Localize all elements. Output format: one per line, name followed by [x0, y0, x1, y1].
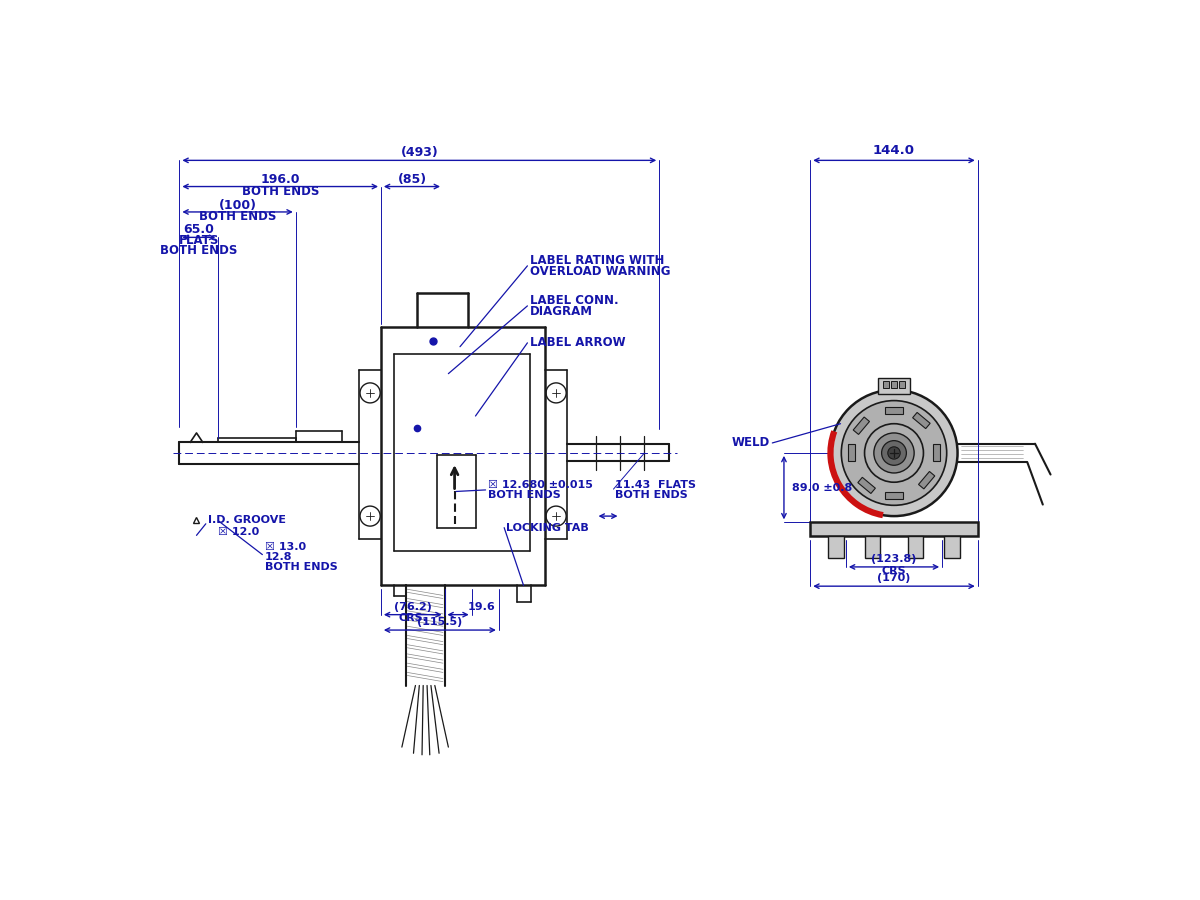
Text: WELD: WELD: [732, 436, 770, 449]
Text: DIAGRAM: DIAGRAM: [529, 305, 593, 318]
Polygon shape: [886, 491, 902, 499]
Text: ☒ 12.0: ☒ 12.0: [218, 526, 259, 536]
Text: LABEL CONN.: LABEL CONN.: [529, 294, 618, 307]
Circle shape: [830, 390, 958, 516]
Polygon shape: [858, 477, 875, 493]
Text: (493): (493): [401, 146, 438, 159]
Text: 11.43  FLATS: 11.43 FLATS: [616, 481, 696, 491]
Text: (170): (170): [877, 573, 911, 583]
Text: 196.0: 196.0: [260, 173, 300, 186]
Text: (115.5): (115.5): [418, 617, 462, 627]
Polygon shape: [918, 472, 935, 489]
Text: 12.8: 12.8: [265, 552, 293, 562]
Text: CRS: CRS: [882, 566, 906, 576]
Text: (85): (85): [397, 173, 426, 186]
Text: (100): (100): [218, 199, 257, 212]
Text: 89.0 ±0.8: 89.0 ±0.8: [792, 482, 852, 492]
Text: 144.0: 144.0: [874, 144, 916, 157]
Text: CRS.: CRS.: [398, 613, 427, 623]
Polygon shape: [913, 412, 930, 428]
Circle shape: [841, 400, 947, 505]
Text: 65.0: 65.0: [184, 223, 215, 236]
Circle shape: [874, 433, 914, 473]
Text: LABEL RATING WITH: LABEL RATING WITH: [529, 254, 664, 267]
Bar: [899, 381, 905, 388]
Text: FLATS: FLATS: [179, 234, 220, 247]
Text: (123.8): (123.8): [871, 554, 917, 564]
Bar: [908, 536, 924, 558]
Text: ☒ 13.0: ☒ 13.0: [265, 542, 306, 552]
Bar: [810, 522, 978, 536]
Text: BOTH ENDS: BOTH ENDS: [265, 562, 337, 572]
Text: BOTH ENDS: BOTH ENDS: [160, 244, 238, 257]
Circle shape: [882, 441, 906, 465]
Bar: [944, 536, 960, 558]
Text: 19.6: 19.6: [468, 602, 496, 612]
Bar: [877, 378, 911, 393]
Text: BOTH ENDS: BOTH ENDS: [241, 184, 319, 198]
Polygon shape: [886, 407, 902, 414]
Text: BOTH ENDS: BOTH ENDS: [616, 491, 688, 500]
Text: BOTH ENDS: BOTH ENDS: [199, 210, 276, 223]
Polygon shape: [848, 445, 854, 462]
Text: BOTH ENDS: BOTH ENDS: [488, 491, 560, 500]
Bar: [883, 381, 889, 388]
Bar: [828, 536, 844, 558]
Bar: [890, 381, 898, 388]
Text: LABEL ARROW: LABEL ARROW: [529, 337, 625, 349]
Text: I.D. GROOVE: I.D. GROOVE: [208, 515, 286, 525]
Text: LOCKING TAB: LOCKING TAB: [506, 523, 589, 533]
Text: ☒ 12.680 ±0.015: ☒ 12.680 ±0.015: [488, 481, 593, 491]
Text: OVERLOAD WARNING: OVERLOAD WARNING: [529, 265, 671, 278]
Polygon shape: [934, 445, 940, 462]
Circle shape: [864, 424, 924, 482]
Polygon shape: [853, 417, 870, 435]
Text: (76.2): (76.2): [394, 602, 432, 612]
Bar: [864, 536, 880, 558]
Circle shape: [888, 446, 900, 459]
